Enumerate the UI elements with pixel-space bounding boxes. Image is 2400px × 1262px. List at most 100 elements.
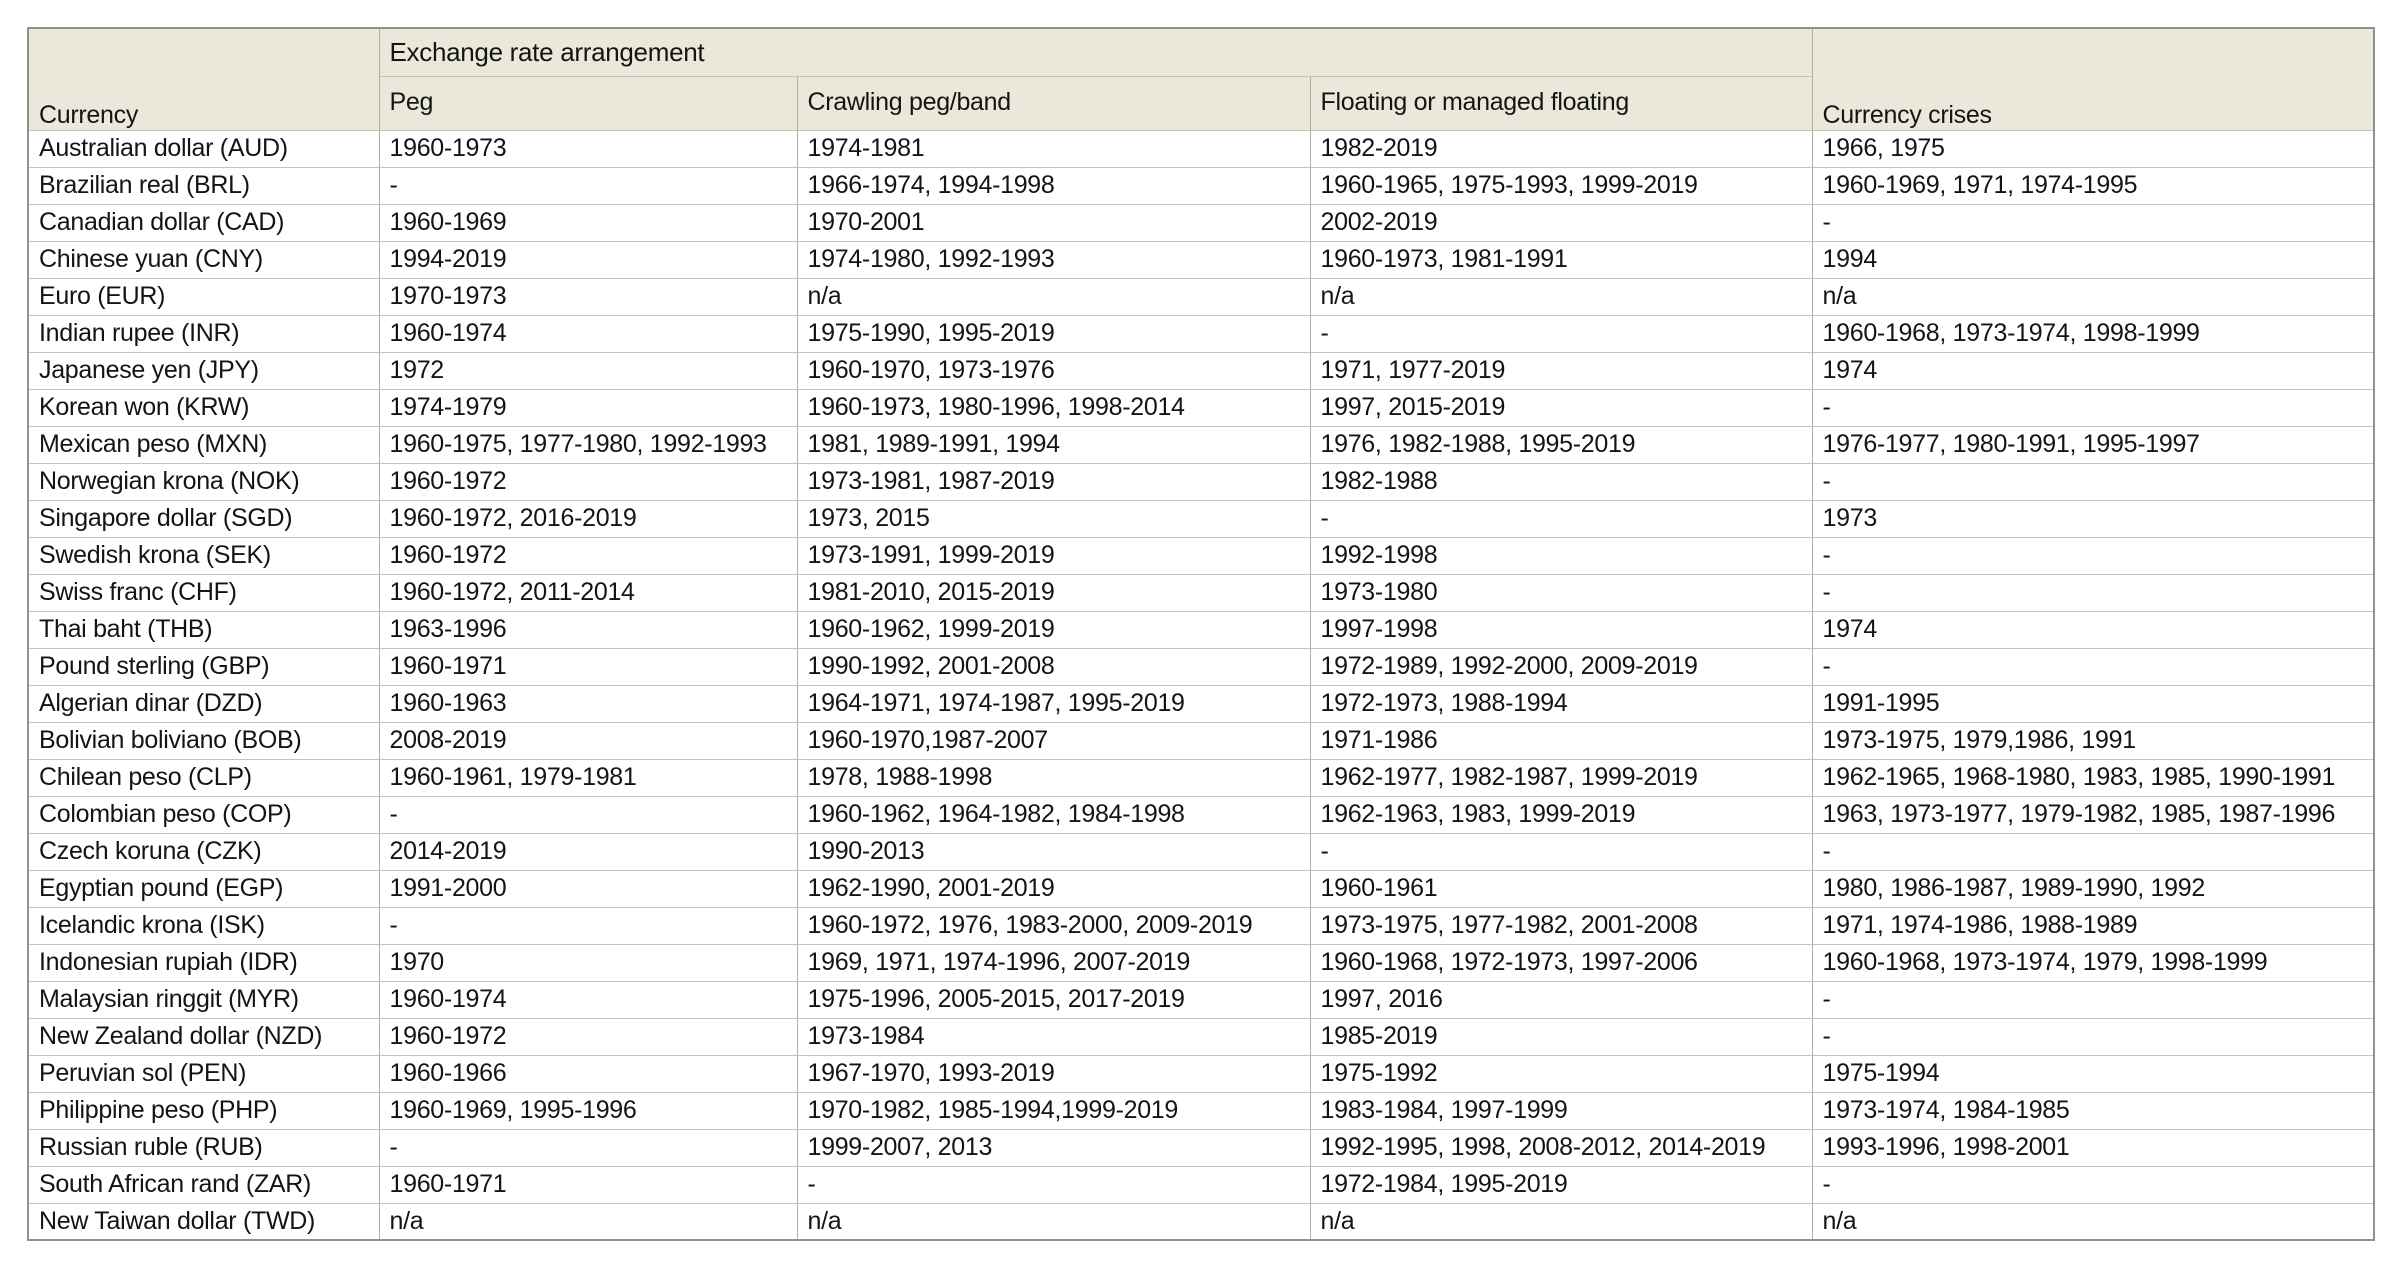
- floating-cell: 1960-1973, 1981-1991: [1309, 240, 1813, 279]
- currency-cell: Canadian dollar (CAD): [27, 203, 380, 242]
- currency-cell: Indonesian rupiah (IDR): [27, 943, 380, 982]
- crawling-peg-band-cell: 1960-1973, 1980-1996, 1998-2014: [796, 388, 1311, 427]
- exchange-rate-table: Currency Exchange rate arrangement Curre…: [27, 27, 2376, 1241]
- currency-cell: Algerian dinar (DZD): [27, 684, 380, 723]
- crawling-peg-band-cell: 1960-1962, 1999-2019: [796, 610, 1311, 649]
- crawling-peg-band-cell: -: [796, 1165, 1311, 1204]
- currency-crises-cell: 1962-1965, 1968-1980, 1983, 1985, 1990-1…: [1811, 758, 2375, 797]
- table-row: Czech koruna (CZK) 2014-2019 1990-2013- -: [27, 832, 2375, 871]
- peg-cell: -: [378, 795, 798, 834]
- currency-crises-cell: 1974: [1811, 351, 2375, 390]
- table-row: Pound sterling (GBP) 1960-1971 1990-1992, …: [27, 647, 2375, 686]
- peg-cell: 1960-1969: [378, 203, 798, 242]
- floating-cell: n/a: [1309, 1202, 1813, 1241]
- crawling-peg-band-cell: 1960-1972, 1976, 1983-2000, 2009-2019: [796, 906, 1311, 945]
- currency-crises-cell: 1980, 1986-1987, 1989-1990, 1992: [1811, 869, 2375, 908]
- currency-cell: Egyptian pound (EGP): [27, 869, 380, 908]
- currency-cell: Icelandic krona (ISK): [27, 906, 380, 945]
- table-row: Japanese yen (JPY) 1972 1960-1970, 1973-19…: [27, 351, 2375, 390]
- currency-cell: Australian dollar (AUD): [27, 129, 380, 168]
- peg-cell: 1960-1972: [378, 536, 798, 575]
- crawling-peg-band-cell: 1974-1981: [796, 129, 1311, 168]
- currency-crises-cell: 1993-1996, 1998-2001: [1811, 1128, 2375, 1167]
- peg-cell: 1991-2000: [378, 869, 798, 908]
- crawling-peg-band-cell: 1999-2007, 2013: [796, 1128, 1311, 1167]
- currency-crises-cell: 1960-1969, 1971, 1974-1995: [1811, 166, 2375, 205]
- peg-cell: 1960-1974: [378, 314, 798, 353]
- currency-crises-cell: -: [1811, 832, 2375, 871]
- floating-cell: 1960-1965, 1975-1993, 1999-2019: [1309, 166, 1813, 205]
- column-header-crawling-peg-band: Crawling peg/band: [796, 75, 1311, 131]
- currency-cell: Peruvian sol (PEN): [27, 1054, 380, 1093]
- table-body: Australian dollar (AUD) 1960-1973 1974-198…: [27, 129, 2375, 1241]
- table-row: Egyptian pound (EGP) 1991-2000 1962-1990, …: [27, 869, 2375, 908]
- floating-cell: 1972-1989, 1992-2000, 2009-2019: [1309, 647, 1813, 686]
- floating-cell: 1997-1998: [1309, 610, 1813, 649]
- crawling-peg-band-cell: 1962-1990, 2001-2019: [796, 869, 1311, 908]
- table-row: Chinese yuan (CNY) 1994-2019 1974-1980, 19…: [27, 240, 2375, 279]
- span-header-row: Currency Exchange rate arrangement Curre…: [27, 27, 2375, 131]
- peg-cell: 1960-1971: [378, 647, 798, 686]
- table-row: Mexican peso (MXN) 1960-1975, 1977-1980, …: [27, 425, 2375, 464]
- floating-cell: 1992-1995, 1998, 2008-2012, 2014-2019: [1309, 1128, 1813, 1167]
- currency-crises-cell: 1973: [1811, 499, 2375, 538]
- table-row: South African rand (ZAR) 1960-1971-1972-1…: [27, 1165, 2375, 1204]
- floating-cell: 1997, 2015-2019: [1309, 388, 1813, 427]
- currency-cell: Thai baht (THB): [27, 610, 380, 649]
- table-row: Euro (EUR) 1970-1973 n/a n/a n/a: [27, 277, 2375, 316]
- table-header: Currency Exchange rate arrangement Curre…: [27, 27, 2375, 131]
- table-row: Peruvian sol (PEN) 1960-1966 1967-1970, 19…: [27, 1054, 2375, 1093]
- floating-cell: -: [1309, 832, 1813, 871]
- peg-cell: 1960-1972: [378, 1017, 798, 1056]
- currency-crises-cell: 1973-1975, 1979,1986, 1991: [1811, 721, 2375, 760]
- crawling-peg-band-cell: 1964-1971, 1974-1987, 1995-2019: [796, 684, 1311, 723]
- peg-cell: 1960-1961, 1979-1981: [378, 758, 798, 797]
- currency-crises-cell: -: [1811, 203, 2375, 242]
- currency-crises-cell: 1994: [1811, 240, 2375, 279]
- currency-cell: Indian rupee (INR): [27, 314, 380, 353]
- currency-cell: Philippine peso (PHP): [27, 1091, 380, 1130]
- currency-cell: Malaysian ringgit (MYR): [27, 980, 380, 1019]
- crawling-peg-band-cell: 1973-1991, 1999-2019: [796, 536, 1311, 575]
- peg-cell: 1960-1975, 1977-1980, 1992-1993: [378, 425, 798, 464]
- currency-cell: Swedish krona (SEK): [27, 536, 380, 575]
- currency-crises-cell: -: [1811, 1165, 2375, 1204]
- column-header-currency: Currency: [27, 27, 380, 131]
- table-row: Swedish krona (SEK) 1960-1972 1973-1991, 1…: [27, 536, 2375, 575]
- peg-cell: 1974-1979: [378, 388, 798, 427]
- currency-crises-cell: -: [1811, 980, 2375, 1019]
- floating-cell: 2002-2019: [1309, 203, 1813, 242]
- currency-cell: Colombian peso (COP): [27, 795, 380, 834]
- peg-cell: 1963-1996: [378, 610, 798, 649]
- table-row: Swiss franc (CHF) 1960-1972, 2011-2014 198…: [27, 573, 2375, 612]
- crawling-peg-band-cell: 1973, 2015: [796, 499, 1311, 538]
- floating-cell: 1971, 1977-2019: [1309, 351, 1813, 390]
- crawling-peg-band-cell: 1969, 1971, 1974-1996, 2007-2019: [796, 943, 1311, 982]
- crawling-peg-band-cell: 1970-2001: [796, 203, 1311, 242]
- currency-crises-cell: -: [1811, 647, 2375, 686]
- floating-cell: 1997, 2016: [1309, 980, 1813, 1019]
- currency-crises-cell: 1991-1995: [1811, 684, 2375, 723]
- currency-cell: South African rand (ZAR): [27, 1165, 380, 1204]
- peg-cell: 1970-1973: [378, 277, 798, 316]
- table-row: Singapore dollar (SGD) 1960-1972, 2016-20…: [27, 499, 2375, 538]
- crawling-peg-band-cell: 1978, 1988-1998: [796, 758, 1311, 797]
- currency-crises-cell: 1973-1974, 1984-1985: [1811, 1091, 2375, 1130]
- peg-cell: 1960-1972: [378, 462, 798, 501]
- table-row: Colombian peso (COP) -1960-1962, 1964-198…: [27, 795, 2375, 834]
- crawling-peg-band-cell: 1970-1982, 1985-1994,1999-2019: [796, 1091, 1311, 1130]
- peg-cell: 1994-2019: [378, 240, 798, 279]
- crawling-peg-band-cell: 1990-2013: [796, 832, 1311, 871]
- currency-crises-cell: 1974: [1811, 610, 2375, 649]
- floating-cell: 1972-1984, 1995-2019: [1309, 1165, 1813, 1204]
- currency-crises-cell: 1963, 1973-1977, 1979-1982, 1985, 1987-1…: [1811, 795, 2375, 834]
- currency-cell: Norwegian krona (NOK): [27, 462, 380, 501]
- currency-cell: Russian ruble (RUB): [27, 1128, 380, 1167]
- exchange-rate-table-container: Currency Exchange rate arrangement Curre…: [27, 27, 2376, 1241]
- currency-crises-cell: n/a: [1811, 1202, 2375, 1241]
- floating-cell: 1973-1975, 1977-1982, 2001-2008: [1309, 906, 1813, 945]
- currency-cell: Singapore dollar (SGD): [27, 499, 380, 538]
- column-header-currency-crises: Currency crises: [1811, 27, 2375, 131]
- currency-cell: Brazilian real (BRL): [27, 166, 380, 205]
- currency-crises-cell: -: [1811, 388, 2375, 427]
